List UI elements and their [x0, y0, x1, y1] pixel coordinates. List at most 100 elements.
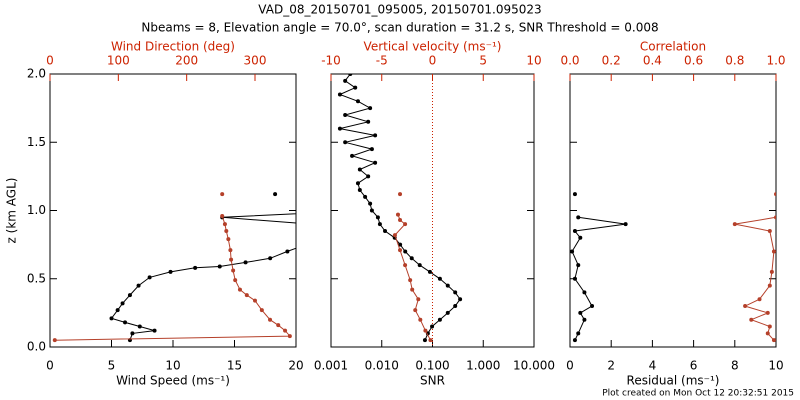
x-tick-label: 0.010	[365, 359, 399, 373]
x2-tick-label: 0.6	[684, 54, 703, 68]
data-point	[765, 331, 770, 336]
series-line	[394, 214, 431, 341]
data-point	[137, 324, 142, 329]
data-point	[453, 304, 458, 309]
data-point	[228, 248, 233, 253]
data-point	[771, 338, 776, 343]
series-line	[110, 213, 296, 341]
data-point	[136, 283, 141, 288]
data-point	[458, 297, 463, 302]
series-line	[571, 216, 626, 341]
x-tick-label: 8	[731, 359, 739, 373]
data-point	[418, 317, 423, 322]
data-point	[582, 290, 587, 295]
data-point	[743, 304, 748, 309]
x-axis-title: SNR	[420, 374, 445, 388]
data-point	[220, 213, 225, 218]
x-tick-label: 10	[768, 359, 783, 373]
data-point	[767, 283, 772, 288]
x-tick-label: 5	[108, 359, 116, 373]
data-point	[220, 192, 225, 197]
chart-subtitle: Nbeams = 8, Elevation angle = 70.0°, sca…	[141, 21, 658, 35]
data-point	[147, 275, 152, 280]
data-point	[283, 328, 288, 333]
x-tick-label: 20	[288, 359, 303, 373]
data-point	[243, 260, 248, 265]
data-point	[398, 248, 403, 253]
data-point	[570, 249, 575, 254]
x2-tick-label: 1.0	[766, 54, 785, 68]
data-point	[300, 244, 304, 248]
data-point	[357, 167, 362, 172]
data-point	[109, 316, 114, 321]
data-point	[343, 140, 348, 145]
data-point	[268, 256, 273, 261]
data-point	[437, 317, 442, 322]
x2-tick-label: 0.0	[560, 54, 579, 68]
data-point	[226, 237, 231, 242]
data-point	[576, 331, 581, 336]
data-point	[408, 278, 413, 283]
data-point	[375, 215, 380, 220]
x2-axis-title: Vertical velocity (ms⁻¹)	[364, 40, 502, 54]
data-point	[357, 188, 362, 193]
x2-axis-title: Wind Direction (deg)	[111, 40, 235, 54]
data-point	[623, 222, 628, 227]
x-tick-label: 0	[46, 359, 54, 373]
y-axis-title: z (km AGL)	[5, 178, 19, 244]
x-tick-label: 15	[227, 359, 242, 373]
x2-tick-label: 0	[429, 54, 437, 68]
data-point	[576, 215, 581, 220]
x-tick-label: 0.001	[314, 359, 348, 373]
data-point	[229, 257, 234, 262]
data-point	[572, 192, 577, 197]
x2-axis-title: Correlation	[640, 40, 706, 54]
data-point	[193, 265, 198, 270]
data-point	[732, 222, 737, 227]
x2-tick-label: 300	[244, 54, 267, 68]
x2-tick-label: 0.4	[643, 54, 662, 68]
data-point	[417, 263, 422, 268]
y-tick-label: 0.0	[27, 340, 46, 354]
data-point	[355, 99, 360, 104]
data-point	[578, 235, 583, 240]
plot-frame	[330, 73, 535, 348]
x2-tick-label: 0.2	[602, 54, 621, 68]
y-tick-label: 1.0	[27, 203, 46, 217]
data-point	[416, 297, 421, 302]
data-point	[343, 112, 348, 117]
x-tick-label: 2	[607, 359, 615, 373]
data-point	[233, 278, 238, 283]
x-tick-label: 10.000	[513, 359, 555, 373]
y-tick-label: 2.0	[27, 67, 46, 81]
x2-tick-label: 10	[526, 54, 541, 68]
data-point	[572, 228, 577, 233]
data-point	[774, 215, 776, 220]
data-point	[413, 308, 418, 313]
data-point	[445, 283, 450, 288]
data-point	[127, 293, 132, 298]
data-point	[353, 85, 358, 90]
data-point	[749, 317, 754, 322]
data-point	[590, 304, 595, 309]
data-point	[578, 310, 583, 315]
x2-tick-label: -10	[321, 54, 341, 68]
data-point	[403, 263, 408, 268]
x2-tick-label: 0.8	[725, 54, 744, 68]
data-point	[115, 308, 120, 313]
data-point	[398, 242, 403, 247]
series-line	[54, 215, 291, 341]
x-tick-label: 6	[690, 359, 698, 373]
data-point	[767, 228, 772, 233]
data-point	[368, 201, 373, 206]
data-point	[268, 317, 273, 322]
data-point	[582, 317, 587, 322]
data-point	[576, 263, 581, 268]
data-point	[422, 338, 427, 343]
data-point	[285, 249, 290, 254]
data-point	[430, 324, 435, 329]
data-point	[428, 338, 433, 343]
data-point	[410, 287, 415, 292]
data-point	[403, 222, 408, 227]
data-point	[343, 225, 347, 229]
